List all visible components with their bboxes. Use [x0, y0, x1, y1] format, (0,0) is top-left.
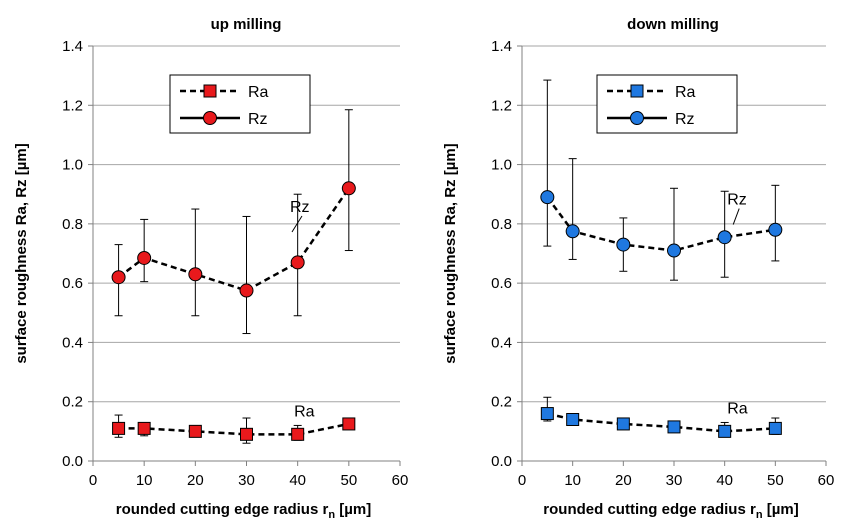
legend-marker-circle [630, 111, 644, 125]
x-tick-label: 50 [340, 472, 357, 489]
data-point-circle [111, 270, 126, 285]
x-axis-title-unit: [µm] [763, 501, 799, 518]
y-tick-label: 1.2 [62, 97, 83, 114]
legend-label: Ra [248, 84, 269, 101]
data-point-circle [768, 222, 783, 237]
y-tick-label: 0.2 [62, 394, 83, 411]
data-point-square [240, 427, 253, 441]
x-tick-label: 30 [666, 472, 683, 489]
x-tick-label: 20 [187, 472, 204, 489]
y-tick-label: 1.2 [491, 97, 512, 114]
annotation-ra: Ra [294, 404, 315, 421]
y-tick-label: 1.4 [491, 38, 512, 55]
chart-title: up milling [211, 16, 282, 33]
legend: Ra Rz [169, 74, 311, 134]
chart-panel-1: 0.0 0.2 0.4 0.6 0.8 1.0 1.2 1.4 0 10 20 30 40 50 60 up … [13, 16, 408, 521]
y-tick-label: 0.6 [491, 275, 512, 292]
legend-marker-square [630, 84, 644, 98]
y-tick-label: 0.8 [62, 216, 83, 233]
x-tick-label: 10 [136, 472, 153, 489]
legend-marker-circle [203, 111, 217, 125]
x-axis-title-main: rounded cutting edge radius r [543, 501, 756, 518]
series-line [117, 187, 350, 292]
x-tick-label: 20 [615, 472, 632, 489]
data-point-square [667, 420, 681, 434]
x-tick-label: 40 [716, 472, 733, 489]
x-tick-label: 60 [392, 472, 409, 489]
x-tick-label: 50 [767, 472, 784, 489]
data-point-circle [188, 267, 203, 282]
legend-marker-square [203, 84, 217, 98]
y-tick-label: 1.4 [62, 38, 83, 55]
annotation-rz: Rz [727, 192, 747, 209]
series-line [546, 196, 776, 252]
y-tick-label: 1.0 [62, 157, 83, 174]
legend-label: Rz [675, 111, 695, 128]
data-point-circle [565, 224, 580, 239]
data-point-circle [616, 237, 631, 252]
data-point-circle [341, 181, 356, 196]
data-point-square [566, 413, 580, 426]
y-tick-label: 0.0 [62, 453, 83, 470]
annotation-ra: Ra [727, 401, 748, 418]
x-tick-label: 30 [238, 472, 255, 489]
series-line [118, 422, 350, 436]
x-tick-label: 0 [518, 472, 526, 489]
legend-label: Rz [248, 111, 268, 128]
x-tick-label: 40 [289, 472, 306, 489]
data-point-square [718, 424, 732, 438]
legend-box [596, 74, 738, 134]
x-tick-label: 10 [564, 472, 581, 489]
x-axis-title: rounded cutting edge radius rn [µm] [543, 501, 798, 521]
chart-title: down milling [627, 16, 719, 33]
annotation-leader [291, 215, 303, 233]
data-point-circle [540, 190, 555, 205]
x-axis-title-subscript: n [328, 509, 335, 521]
y-tick-label: 0.4 [62, 334, 83, 351]
series-rz [111, 109, 356, 335]
data-point-circle [239, 283, 254, 298]
data-point-circle [667, 243, 681, 258]
legend-box [169, 74, 311, 134]
x-axis-title: rounded cutting edge radius rn [µm] [116, 501, 371, 521]
data-point-circle [717, 230, 732, 245]
annotation-rz: Rz [290, 199, 310, 216]
y-tick-label: 0.4 [491, 334, 512, 351]
y-tick-label: 0.6 [62, 275, 83, 292]
y-tick-label: 1.0 [491, 157, 512, 174]
y-tick-label: 0.0 [491, 453, 512, 470]
y-axis-title: surface roughness Ra, Rz [µm] [442, 143, 459, 363]
legend-label: Ra [675, 84, 696, 101]
x-tick-label: 60 [818, 472, 835, 489]
series-ra [540, 396, 782, 438]
data-point-circle [137, 250, 152, 265]
data-point-square [616, 417, 630, 431]
data-point-square [137, 421, 151, 435]
series-rz [540, 79, 783, 281]
data-point-square [291, 427, 305, 441]
x-tick-label: 0 [89, 472, 97, 489]
legend: Ra Rz [596, 74, 738, 134]
series-ra [112, 414, 356, 444]
data-point-square [342, 417, 356, 431]
y-tick-label: 0.2 [491, 394, 512, 411]
data-point-square [768, 421, 782, 435]
y-tick-label: 0.8 [491, 216, 512, 233]
data-point-circle [290, 255, 305, 270]
data-point-square [540, 407, 554, 421]
annotation-leader [732, 208, 740, 225]
chart-panel-2: 0.0 0.2 0.4 0.6 0.8 1.0 1.2 1.4 0 10 20 30 40 50 60 dow… [442, 16, 834, 521]
x-axis-title-unit: [µm] [335, 501, 371, 518]
y-axis-title: surface roughness Ra, Rz [µm] [13, 143, 30, 363]
data-point-square [188, 424, 202, 438]
data-point-square [112, 421, 126, 435]
x-axis-title-subscript: n [756, 509, 763, 521]
x-axis-title-main: rounded cutting edge radius r [116, 501, 329, 518]
